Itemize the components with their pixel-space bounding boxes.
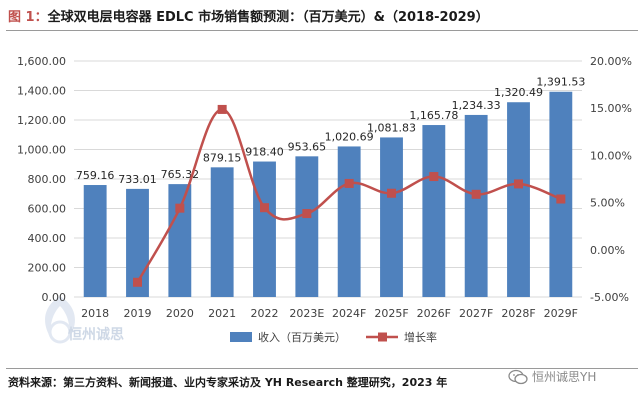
x-axis-tick-label: 2020 xyxy=(166,307,194,320)
right-axis-tick-label: 15.00% xyxy=(590,102,632,115)
wechat-icon xyxy=(508,369,528,384)
left-axis-tick-label: 600.00 xyxy=(28,203,67,216)
growth-rate-marker xyxy=(556,194,566,204)
legend-label-revenue: 收入（百万美元） xyxy=(258,330,346,344)
x-axis-tick-label: 2029F xyxy=(544,307,578,320)
title-text: 全球双电层电容器 EDLC 市场销售额预测：（百万美元）&（2018-2029） xyxy=(47,10,489,25)
left-axis-tick-label: 0.00 xyxy=(42,291,67,304)
revenue-bar xyxy=(549,91,573,297)
bar-data-label: 1,020.69 xyxy=(325,130,374,143)
bar-data-label: 1,391.53 xyxy=(536,76,585,89)
growth-rate-marker xyxy=(344,178,354,188)
chart-title: 图 1：全球双电层电容器 EDLC 市场销售额预测：（百万美元）&（2018-2… xyxy=(8,6,489,25)
growth-rate-marker xyxy=(429,172,439,182)
growth-rate-marker xyxy=(387,188,396,198)
x-axis-tick-label: 2022 xyxy=(251,307,279,320)
bar-data-label: 953.65 xyxy=(288,140,327,153)
right-axis-tick-label: 10.00% xyxy=(590,149,632,162)
right-axis-tick-label: -5.00% xyxy=(590,291,629,304)
growth-rate-marker xyxy=(175,203,185,213)
bar-data-label: 879.15 xyxy=(203,151,242,164)
left-axis-tick-label: 1,400.00 xyxy=(17,85,66,98)
growth-rate-marker xyxy=(260,203,269,213)
watermark-text: 恒州诚思YH xyxy=(532,370,597,384)
left-axis-tick-label: 1,600.00 xyxy=(17,55,66,68)
x-axis-tick-label: 2018 xyxy=(81,307,109,320)
right-axis-tick-label: 20.00% xyxy=(590,55,632,68)
left-axis-tick-label: 200.00 xyxy=(28,262,67,275)
bar-data-label: 733.01 xyxy=(118,173,157,186)
revenue-bar xyxy=(422,125,446,297)
figure-label: 图 1： xyxy=(8,10,48,25)
left-axis-tick-label: 1,000.00 xyxy=(17,144,66,157)
revenue-bar xyxy=(295,156,319,297)
bar-data-label: 1,234.33 xyxy=(452,99,501,112)
revenue-bar xyxy=(126,188,149,297)
bar-data-label: 1,081.83 xyxy=(367,121,416,134)
left-axis-tick-label: 1,200.00 xyxy=(17,114,66,127)
source-note: 资料来源：第三方资料、新闻报道、业内专家采访及 YH Research 整理研究… xyxy=(8,376,448,389)
logo-text: 恒州诚思 xyxy=(68,327,124,343)
bar-data-label: 759.16 xyxy=(76,169,115,182)
growth-rate-marker xyxy=(217,104,227,114)
x-axis-tick-label: 2028F xyxy=(501,307,535,320)
source-divider xyxy=(6,368,638,369)
legend-label-growth: 增长率 xyxy=(404,330,437,344)
left-axis-tick-label: 800.00 xyxy=(28,173,67,186)
revenue-bar xyxy=(464,114,488,297)
revenue-bar xyxy=(83,185,107,297)
x-axis-tick-label: 2026F xyxy=(417,307,451,320)
x-axis-tick-label: 2025F xyxy=(374,307,408,320)
growth-rate-marker xyxy=(514,179,523,189)
bar-data-label: 918.40 xyxy=(245,146,284,159)
legend-marker-growth xyxy=(378,332,387,342)
revenue-bar xyxy=(337,146,361,297)
bar-data-label: 765.32 xyxy=(161,168,200,181)
x-axis-tick-label: 2027F xyxy=(459,307,493,320)
revenue-bar xyxy=(253,161,276,297)
x-axis-tick-label: 2024F xyxy=(332,307,366,320)
growth-rate-line xyxy=(136,108,562,283)
company-logo-watermark: 恒州诚思 xyxy=(30,292,124,352)
revenue-bar xyxy=(168,184,192,297)
legend-swatch-revenue xyxy=(230,332,252,342)
logo-icon xyxy=(45,296,75,344)
x-axis-tick-label: 2019 xyxy=(124,307,152,320)
revenue-bar xyxy=(210,167,234,297)
growth-rate-marker xyxy=(471,189,481,199)
wechat-watermark: 恒州诚思YH xyxy=(508,368,596,385)
x-axis-tick-label: 2021 xyxy=(208,307,236,320)
right-axis-tick-label: 0.00% xyxy=(590,244,625,257)
chart-area: 0.00 200.00 400.00 600.00 800.00 1,000.00 1,20… xyxy=(17,55,632,344)
left-axis-tick-label: 400.00 xyxy=(28,232,67,245)
bar-data-label: 1,320.49 xyxy=(494,86,543,99)
growth-rate-marker xyxy=(302,209,312,219)
x-axis-tick-label: 2023E xyxy=(289,307,324,320)
title-divider xyxy=(6,30,638,31)
right-axis-tick-label: 5.00% xyxy=(590,197,625,210)
growth-rate-marker xyxy=(133,277,142,287)
revenue-bar xyxy=(507,102,530,297)
revenue-bar xyxy=(380,137,403,297)
bar-data-label: 1,165.78 xyxy=(409,109,458,122)
